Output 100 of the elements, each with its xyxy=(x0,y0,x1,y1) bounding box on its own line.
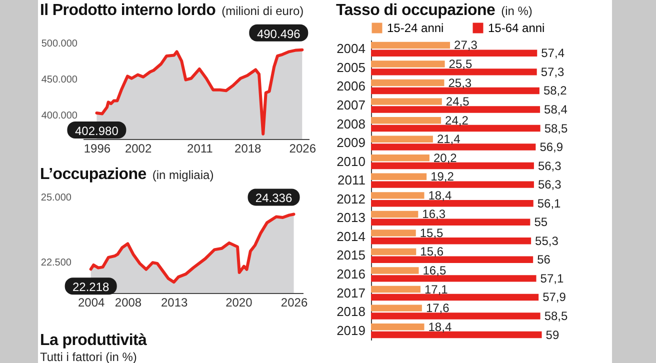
y-tick-label: 2005 xyxy=(336,60,366,75)
chart-title: Il Prodotto interno lordo xyxy=(40,2,216,19)
chart-subtitle: (in migliaia) xyxy=(152,168,214,182)
bar xyxy=(371,87,540,94)
bar xyxy=(371,323,424,330)
data-label: 15,5 xyxy=(420,226,444,240)
data-label: 56,9 xyxy=(540,140,564,154)
bar xyxy=(371,230,416,236)
data-label: 25,3 xyxy=(448,76,472,90)
data-label: 16,3 xyxy=(422,207,446,222)
bar xyxy=(371,181,534,188)
data-label: 58,5 xyxy=(544,308,568,323)
legend-label: 15-24 anni xyxy=(387,21,444,35)
y-tick-label: 400.000 xyxy=(41,110,78,122)
annotation: 402.980 xyxy=(75,124,119,138)
x-tick-label: 2020 xyxy=(226,296,253,310)
bar xyxy=(371,286,420,293)
data-label: 56,1 xyxy=(537,196,562,210)
chart-title: L’occupazione xyxy=(40,166,146,183)
y-tick-label: 25.000 xyxy=(40,192,72,204)
bar xyxy=(371,192,424,199)
y-tick-label: 2010 xyxy=(336,154,366,169)
bar xyxy=(371,173,427,180)
y-tick-label: 22.500 xyxy=(40,257,72,268)
y-tick-label: 2017 xyxy=(336,285,366,300)
y-tick-label: 2014 xyxy=(336,228,366,244)
data-label: 18,4 xyxy=(428,188,452,202)
bar xyxy=(371,256,534,264)
data-label: 57,9 xyxy=(542,290,566,304)
data-label: 17,6 xyxy=(426,301,450,316)
y-tick-label: 2007 xyxy=(336,98,366,113)
bar xyxy=(371,248,416,256)
bar xyxy=(371,200,534,207)
bar xyxy=(371,144,536,150)
bar xyxy=(371,312,540,320)
bar xyxy=(371,162,534,170)
y-tick-label: 450.000 xyxy=(41,74,78,86)
text: La produttività xyxy=(40,332,147,349)
y-tick-label: 2013 xyxy=(336,210,366,226)
data-label: 57,4 xyxy=(541,46,565,60)
annotation: 24.336 xyxy=(255,191,292,206)
bar xyxy=(371,116,442,124)
x-tick-label: 1996 xyxy=(84,142,111,156)
y-tick-label: 2015 xyxy=(336,248,366,263)
bar xyxy=(371,79,444,86)
x-tick-label: 2008 xyxy=(114,296,142,310)
data-label: 15,6 xyxy=(420,244,444,259)
x-tick-label: 2002 xyxy=(124,142,152,156)
bar xyxy=(371,106,540,113)
data-label: 58,2 xyxy=(543,84,568,98)
bar xyxy=(371,68,537,76)
x-tick-label: 2026 xyxy=(280,296,308,310)
bar xyxy=(371,331,542,338)
data-label: 55,3 xyxy=(535,234,559,248)
data-label: 18,4 xyxy=(428,320,452,334)
chart-title: Tasso di occupazione xyxy=(336,2,496,19)
data-label: 56,3 xyxy=(538,158,562,173)
data-label: 58,4 xyxy=(544,102,568,116)
data-label: 19,2 xyxy=(430,170,454,184)
chart-subtitle: (in %) xyxy=(501,4,532,18)
bar xyxy=(371,154,430,162)
data-label: 56,3 xyxy=(538,178,562,192)
y-tick-label: 2008 xyxy=(336,116,366,132)
y-tick-label: 500.000 xyxy=(41,38,78,50)
bar xyxy=(371,275,536,282)
y-tick-label: 2004 xyxy=(336,41,366,56)
y-tick-label: 2011 xyxy=(338,172,366,188)
bar xyxy=(371,218,530,226)
data-label: 56 xyxy=(537,252,551,267)
annotation: 490.496 xyxy=(256,26,301,41)
bar xyxy=(371,238,532,244)
bar xyxy=(371,42,450,49)
bar xyxy=(371,136,433,142)
data-label: 24,5 xyxy=(446,94,470,109)
data-label: 57,3 xyxy=(540,64,565,79)
data-label: 16,5 xyxy=(422,264,446,278)
chart-subtitle: (milioni di euro) xyxy=(222,4,304,18)
data-label: 20,2 xyxy=(433,150,458,165)
x-tick-label: 2026 xyxy=(289,142,316,156)
bar xyxy=(371,50,538,57)
annotation: 22.218 xyxy=(72,280,110,294)
legend-label: 15-64 anni xyxy=(488,21,545,35)
bar xyxy=(371,210,418,218)
data-label: 55 xyxy=(534,215,548,230)
y-tick-label: 2006 xyxy=(336,78,366,94)
y-tick-label: 2009 xyxy=(336,135,366,150)
x-tick-label: 2013 xyxy=(161,296,188,310)
bar xyxy=(371,124,540,132)
bar xyxy=(371,98,442,105)
x-tick-label: 2011 xyxy=(187,142,214,156)
data-label: 58,5 xyxy=(544,121,568,136)
bar xyxy=(371,304,422,312)
bar xyxy=(371,267,419,274)
bar xyxy=(371,60,445,68)
data-label: 57,1 xyxy=(540,271,564,286)
y-tick-label: 2012 xyxy=(336,191,366,206)
data-label: 59 xyxy=(546,328,560,342)
y-tick-label: 2019 xyxy=(336,322,366,338)
data-label: 25,5 xyxy=(448,57,472,72)
bar xyxy=(371,294,539,301)
